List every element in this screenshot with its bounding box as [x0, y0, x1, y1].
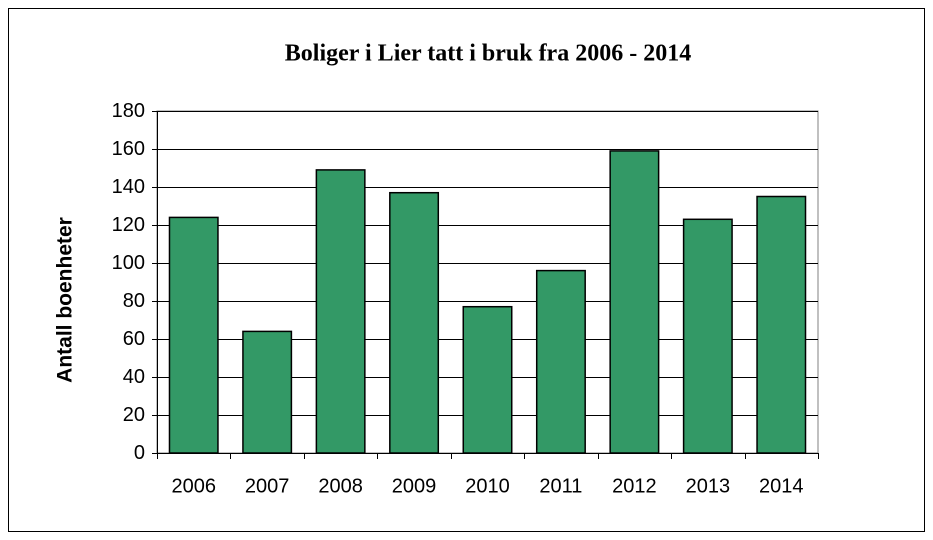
x-tick-label: 2012 [612, 475, 657, 497]
bar [535, 269, 586, 454]
y-tick-label: 120 [112, 214, 145, 236]
y-tick-label: 100 [112, 252, 145, 274]
x-tick-label: 2011 [539, 475, 582, 497]
y-tick-label: 160 [112, 138, 145, 160]
x-tick-label: 2007 [245, 475, 290, 497]
bar [462, 305, 513, 454]
y-tick-label: 20 [123, 404, 145, 426]
bar [242, 330, 293, 454]
y-tick-label: 140 [112, 176, 145, 198]
x-tick-label: 2008 [318, 475, 363, 497]
x-tick-label: 2014 [759, 475, 804, 497]
bar [756, 195, 807, 454]
x-tick-label: 2006 [171, 475, 216, 497]
x-tick-label: 2009 [392, 475, 437, 497]
bar [389, 191, 440, 454]
bar [168, 216, 219, 454]
bar [682, 218, 733, 454]
chart-title: Boliger i Lier tatt i bruk fra 2006 - 20… [285, 41, 691, 67]
y-tick-label: 40 [123, 366, 145, 388]
x-tick-label: 2010 [465, 475, 510, 497]
y-tick-label: 80 [123, 290, 145, 312]
y-tick-label: 180 [112, 100, 145, 122]
x-tick-label: 2013 [686, 475, 731, 497]
y-tick-label: 60 [123, 328, 145, 350]
bar [609, 150, 660, 454]
y-axis-label: Antall boenheter [54, 217, 77, 383]
y-tick-label: 0 [134, 442, 145, 464]
bar [315, 169, 366, 454]
